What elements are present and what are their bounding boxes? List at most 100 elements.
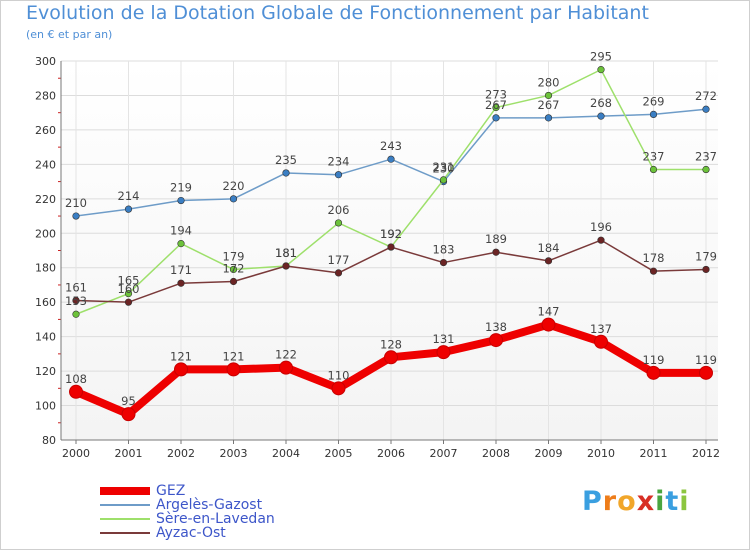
data-label-ayzac-ost: 160: [118, 282, 140, 296]
data-label-gez: 122: [275, 348, 297, 362]
data-label-ayzac-ost: 181: [275, 246, 297, 260]
data-point-argeles-gazost: [282, 169, 290, 177]
data-point-ayzac-ost: [702, 265, 710, 274]
data-point-sere-en-lavedan: [702, 165, 710, 174]
y-tick-label: 260: [35, 124, 56, 137]
data-point-ayzac-ost: [229, 277, 238, 286]
chart-subtitle: (en € et par an): [26, 28, 113, 41]
data-label-argeles-gazost: 268: [590, 96, 612, 110]
data-point-argeles-gazost: [544, 114, 553, 122]
data-label-ayzac-ost: 183: [433, 243, 455, 257]
legend-label-argeles-gazost: Argelès-Gazost: [156, 497, 263, 513]
data-label-ayzac-ost: 178: [643, 251, 665, 265]
logo-letter: x: [636, 486, 656, 517]
data-label-sere-en-lavedan: 295: [590, 50, 612, 64]
logo-letter: i: [679, 486, 690, 517]
data-point-gez: [121, 407, 136, 422]
data-label-argeles-gazost: 234: [328, 155, 350, 169]
data-point-argeles-gazost: [124, 205, 133, 213]
data-point-argeles-gazost: [702, 105, 710, 113]
data-label-ayzac-ost: 172: [223, 262, 245, 276]
x-tick-label: 2007: [430, 447, 458, 460]
y-tick-label: 280: [35, 89, 56, 102]
data-label-gez: 95: [121, 394, 136, 408]
data-point-ayzac-ost: [649, 267, 658, 275]
x-tick-label: 2006: [377, 447, 405, 460]
x-tick-label: 2005: [325, 447, 353, 460]
x-tick-label: 2001: [115, 447, 143, 460]
chart-title: Evolution de la Dotation Globale de Fonc…: [26, 2, 649, 24]
data-point-ayzac-ost: [439, 258, 448, 267]
data-label-ayzac-ost: 189: [485, 232, 507, 246]
x-tick-label: 2000: [62, 447, 90, 460]
data-point-argeles-gazost: [229, 195, 238, 203]
logo-letter: o: [617, 486, 637, 517]
data-point-sere-en-lavedan: [177, 240, 185, 248]
data-label-ayzac-ost: 171: [170, 263, 192, 277]
data-point-ayzac-ost: [72, 296, 80, 305]
data-point-gez: [174, 362, 188, 377]
data-point-gez: [646, 365, 661, 380]
data-label-gez: 121: [170, 349, 192, 363]
data-label-gez: 119: [643, 353, 665, 367]
legend-label-gez: GEZ: [156, 483, 186, 499]
y-tick-label: 120: [35, 365, 56, 378]
legend-label-sere-en-lavedan: Sère-en-Lavedan: [156, 511, 275, 527]
data-label-argeles-gazost: 243: [380, 139, 402, 153]
data-label-sere-en-lavedan: 280: [538, 75, 560, 89]
data-label-gez: 137: [590, 322, 612, 336]
data-point-gez: [489, 333, 503, 348]
data-label-sere-en-lavedan: 165: [118, 274, 140, 288]
data-point-ayzac-ost: [124, 298, 133, 306]
data-point-ayzac-ost: [282, 262, 290, 270]
y-tick-label: 140: [35, 331, 56, 344]
data-label-argeles-gazost: 230: [433, 162, 455, 176]
data-label-ayzac-ost: 161: [65, 280, 87, 294]
logo-letter: r: [602, 486, 618, 517]
data-label-sere-en-lavedan: 237: [695, 150, 717, 164]
y-tick-label: 160: [35, 296, 56, 309]
x-tick-label: 2009: [535, 447, 563, 460]
legend-swatch-argeles-gazost: [100, 504, 150, 506]
data-label-argeles-gazost: 214: [118, 189, 140, 203]
x-tick-label: 2010: [587, 447, 615, 460]
data-label-argeles-gazost: 210: [65, 196, 87, 210]
data-label-gez: 110: [328, 368, 350, 382]
y-tick-label: 100: [35, 400, 56, 413]
data-label-argeles-gazost: 269: [643, 94, 665, 108]
data-point-sere-en-lavedan: [439, 176, 448, 184]
data-point-argeles-gazost: [72, 212, 80, 220]
data-point-gez: [226, 362, 241, 377]
data-point-sere-en-lavedan: [544, 91, 553, 100]
x-tick-label: 2003: [220, 447, 248, 460]
data-label-gez: 121: [223, 349, 245, 363]
logo-letter: P: [582, 486, 603, 517]
y-tick-label: 200: [35, 227, 56, 240]
data-point-argeles-gazost: [492, 114, 500, 122]
x-tick-label: 2004: [272, 447, 300, 460]
data-label-ayzac-ost: 177: [328, 253, 350, 267]
y-tick-label: 300: [35, 55, 56, 68]
data-label-sere-en-lavedan: 153: [65, 294, 87, 308]
data-point-ayzac-ost: [334, 269, 343, 277]
data-point-sere-en-lavedan: [492, 103, 500, 112]
data-point-gez: [699, 365, 713, 380]
data-label-argeles-gazost: 267: [485, 98, 507, 112]
data-label-sere-en-lavedan: 181: [275, 246, 297, 260]
data-point-sere-en-lavedan: [649, 165, 658, 174]
data-point-sere-en-lavedan: [72, 310, 80, 318]
data-label-sere-en-lavedan: 192: [380, 227, 402, 241]
y-tick-label: 240: [35, 158, 56, 171]
data-label-ayzac-ost: 192: [380, 227, 402, 241]
data-label-argeles-gazost: 272: [695, 89, 717, 103]
data-label-sere-en-lavedan: 194: [170, 224, 192, 238]
data-label-gez: 138: [485, 320, 507, 334]
y-tick-label: 180: [35, 262, 56, 275]
data-label-argeles-gazost: 220: [223, 179, 245, 193]
data-point-gez: [594, 334, 608, 349]
x-tick-label: 2002: [167, 447, 195, 460]
data-label-ayzac-ost: 196: [590, 220, 612, 234]
proxiti-logo: Proxiti: [582, 486, 690, 517]
data-point-gez: [279, 360, 293, 375]
